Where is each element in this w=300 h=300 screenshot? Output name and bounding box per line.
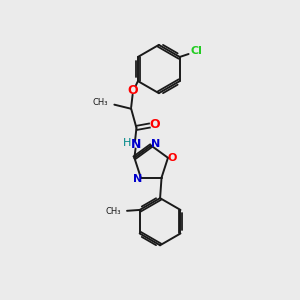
Text: N: N: [133, 174, 142, 184]
Text: Cl: Cl: [190, 46, 202, 56]
Text: H: H: [122, 138, 131, 148]
Text: O: O: [127, 84, 138, 97]
Text: CH₃: CH₃: [106, 207, 121, 216]
Text: N: N: [130, 139, 141, 152]
Text: CH₃: CH₃: [92, 98, 108, 107]
Text: N: N: [151, 139, 160, 149]
Text: O: O: [149, 118, 160, 131]
Text: O: O: [167, 153, 177, 163]
